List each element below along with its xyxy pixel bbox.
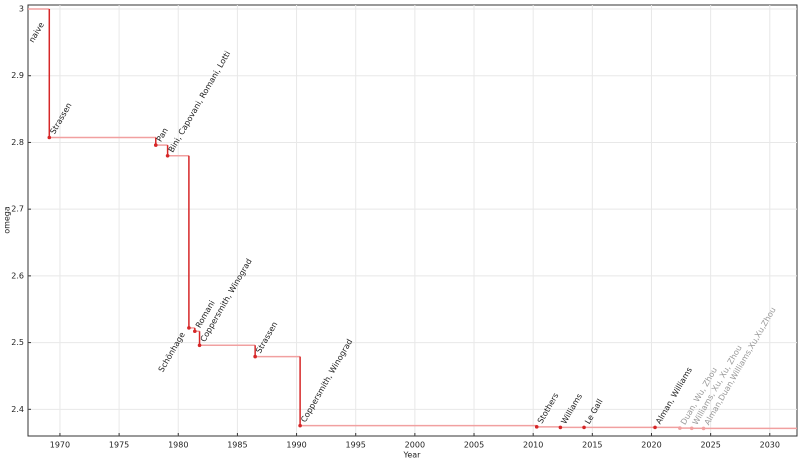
x-tick-label: 2010 <box>523 441 543 450</box>
y-tick-label: 2.8 <box>11 138 24 147</box>
point-label: Pan <box>155 126 170 143</box>
point <box>653 425 657 430</box>
point-label: Strassen <box>48 101 73 136</box>
x-tick-label: 1995 <box>346 441 366 450</box>
y-tick-label: 2.9 <box>11 71 24 80</box>
point-label: Schönhage <box>157 331 187 374</box>
plot-frame <box>27 4 798 437</box>
x-tick-label: 2030 <box>760 441 780 450</box>
point <box>187 326 191 330</box>
x-tick-label: 2005 <box>464 441 484 450</box>
y-tick-label: 3 <box>19 5 24 14</box>
x-tick-label: 2000 <box>405 441 425 450</box>
y-tick-label: 2.4 <box>11 405 24 414</box>
x-tick-label: 1985 <box>227 441 247 450</box>
point <box>558 425 563 430</box>
point <box>193 329 197 334</box>
point <box>582 425 586 430</box>
point-label: Coppersmith, Winograd <box>199 257 254 343</box>
point-label: Bini, Capovani, Romani, Lotti <box>167 50 233 154</box>
point <box>534 425 539 429</box>
point <box>298 423 302 428</box>
x-tick-label: 1970 <box>50 441 70 450</box>
y-tick-label: 2.7 <box>11 205 24 214</box>
point-label: naive <box>27 21 46 44</box>
x-axis-title: Year <box>403 451 422 460</box>
point-label: Strassen <box>254 320 279 355</box>
point <box>701 426 706 431</box>
y-tick-label: 2.5 <box>11 338 24 347</box>
point-label: Alman,Duan,Williams,Xu,Xu,Zhou <box>703 306 778 427</box>
point-label: Le Gall <box>583 398 604 426</box>
y-axis-title: omega <box>3 206 12 234</box>
x-tick-label: 1990 <box>286 441 306 450</box>
x-tick-label: 1975 <box>109 441 129 450</box>
point-label: Stothers <box>536 391 561 425</box>
x-tick-label: 2015 <box>582 441 602 450</box>
point <box>165 153 170 158</box>
point <box>197 343 202 348</box>
point <box>678 426 682 430</box>
point <box>153 143 158 147</box>
point <box>253 354 257 359</box>
point-label: Coppersmith, Winograd <box>299 337 354 423</box>
x-tick-label: 1980 <box>168 441 188 450</box>
x-tick-label: 2025 <box>700 441 720 450</box>
y-tick-label: 2.6 <box>11 271 24 280</box>
point <box>47 135 52 140</box>
x-tick-label: 2020 <box>641 441 661 450</box>
point <box>689 426 694 431</box>
